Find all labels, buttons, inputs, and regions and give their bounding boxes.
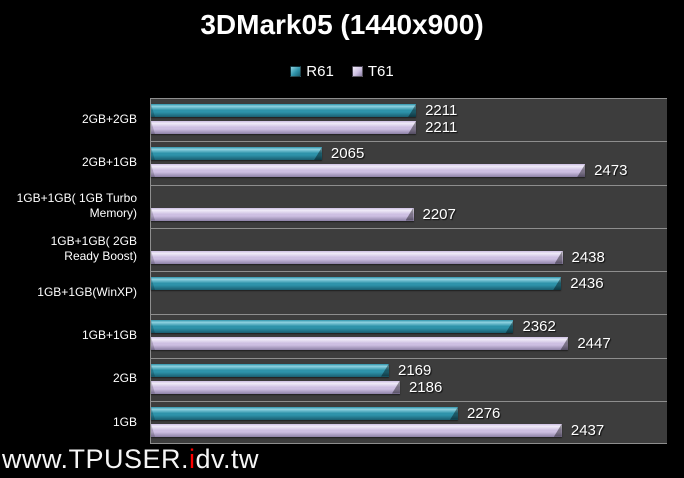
bar-r61 [151,147,322,161]
category-band: 2169 2186 [150,357,667,401]
value-label: 2362 [522,318,556,336]
category-band: 2436 [150,271,667,315]
value-label: 2207 [422,205,456,223]
category-band: 2211 2211 [150,98,667,142]
watermark-prefix: www.TPUSER. [2,444,190,474]
bar-t61 [151,337,569,351]
legend-item-t61: T61 [351,63,394,80]
category-label: 1GB [112,414,137,429]
value-label: 2447 [577,335,611,353]
category-label: 1GB+1GB( 1GB Turbo Memory) [16,190,137,221]
category-label: 1GB+1GB( 2GB Ready Boost) [50,233,137,264]
bar-t61 [151,207,414,221]
value-label: 2276 [467,404,501,422]
bar-t61 [151,250,563,264]
legend: R61 T61 [0,63,684,80]
category-label: 2GB+2GB [81,111,137,126]
category-label: 1GB+1GB [81,328,137,343]
watermark-suffix: dv.tw [195,444,260,474]
bar-t61 [151,380,400,394]
category-label: 1GB+1GB(WinXP) [37,284,137,299]
category-band: 2207 [150,184,667,228]
bar-r61 [151,320,514,334]
value-label: 2211 [425,119,458,136]
watermark: www.TPUSER.idv.tw [2,444,259,475]
chart-title: 3DMark05 (1440x900) [200,9,484,40]
bar-r61 [151,277,562,290]
legend-swatch-t61 [351,66,363,77]
category-label: 2GB [112,371,137,386]
value-label: 2169 [398,361,432,379]
legend-label: R61 [306,63,334,80]
category-band: 2276 2437 [150,400,667,444]
legend-swatch-r61 [290,66,302,77]
bar-t61 [151,164,586,178]
bar-t61 [151,121,417,134]
value-label: 2473 [594,162,628,180]
value-label: 2438 [571,248,605,266]
value-label: 2065 [330,145,365,163]
value-label: 2437 [570,421,605,439]
category-band: 2362 2447 [150,314,667,358]
bar-t61 [151,423,562,437]
chart-grid: 2GB+2GB 2211 2211 2GB+1GB 2065 2473 1GB+1GB( 1… [0,98,667,444]
legend-item-r61: R61 [290,63,334,80]
category-band: 2438 [150,227,667,271]
bar-r61 [151,104,417,117]
watermark-highlight: i [189,444,196,474]
category-band: 2065 2473 [150,141,667,185]
value-label: 2211 [425,102,458,119]
category-label: 2GB+1GB [81,155,137,170]
value-label: 2186 [408,378,443,396]
value-label: 2436 [570,275,604,292]
legend-label: T61 [367,63,394,80]
bar-r61 [151,406,459,420]
bar-r61 [151,363,389,377]
